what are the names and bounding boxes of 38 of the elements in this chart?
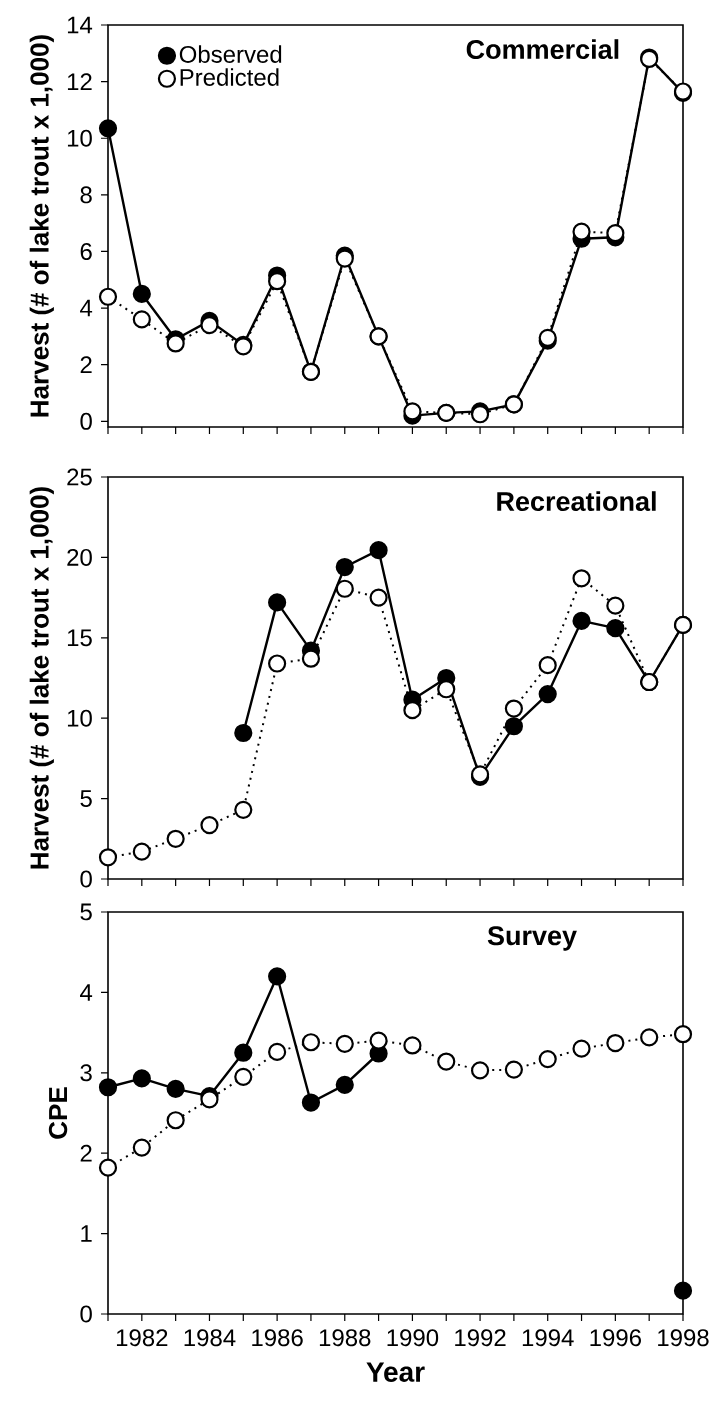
x-tick-label: 1996 [590, 1329, 641, 1347]
y-axis-title: Harvest (# of lake trout x 1,000) [29, 487, 54, 869]
chart-title: Recreational [497, 491, 656, 512]
y-tick-label: 0 [80, 412, 92, 430]
y-tick-label: 10 [67, 129, 92, 147]
y-tick-label: 0 [80, 1305, 92, 1323]
y-tick-label: 5 [80, 903, 92, 921]
x-axis-title: Year [366, 1362, 425, 1382]
y-tick-label: 20 [67, 548, 92, 566]
y-axis-title: CPE [48, 1087, 68, 1139]
x-tick-label: 1992 [455, 1329, 506, 1347]
y-tick-label: 8 [80, 186, 92, 204]
y-tick-label: 2 [80, 1144, 92, 1162]
legend-label: Observed [179, 45, 282, 63]
y-tick-label: 14 [67, 16, 93, 34]
y-tick-label: 0 [80, 870, 92, 888]
y-tick-label: 2 [80, 356, 92, 374]
y-tick-label: 1 [81, 1225, 92, 1242]
y-tick-label: 6 [80, 242, 92, 260]
x-tick-label: 1988 [319, 1329, 371, 1347]
y-tick-label: 25 [67, 468, 92, 486]
legend-label: Predicted [180, 68, 279, 86]
y-tick-label: 4 [80, 984, 93, 1001]
y-tick-label: 15 [67, 629, 92, 647]
x-tick-label: 1984 [184, 1329, 236, 1347]
y-tick-label: 4 [80, 299, 93, 317]
x-tick-label: 1998 [658, 1329, 709, 1347]
x-tick-label: 1986 [252, 1329, 303, 1347]
x-tick-label: 1982 [116, 1329, 168, 1347]
y-tick-label: 5 [80, 790, 92, 807]
y-tick-label: 12 [67, 73, 92, 90]
x-tick-label: 1994 [522, 1329, 574, 1347]
chart-title: Commercial [466, 39, 619, 60]
y-tick-label: 10 [67, 709, 92, 727]
x-tick-label: 1990 [387, 1329, 439, 1347]
chart-title: Survey [487, 926, 577, 951]
y-axis-title: Harvest (# of lake trout x 1,000) [29, 35, 54, 417]
y-tick-label: 3 [80, 1064, 92, 1082]
